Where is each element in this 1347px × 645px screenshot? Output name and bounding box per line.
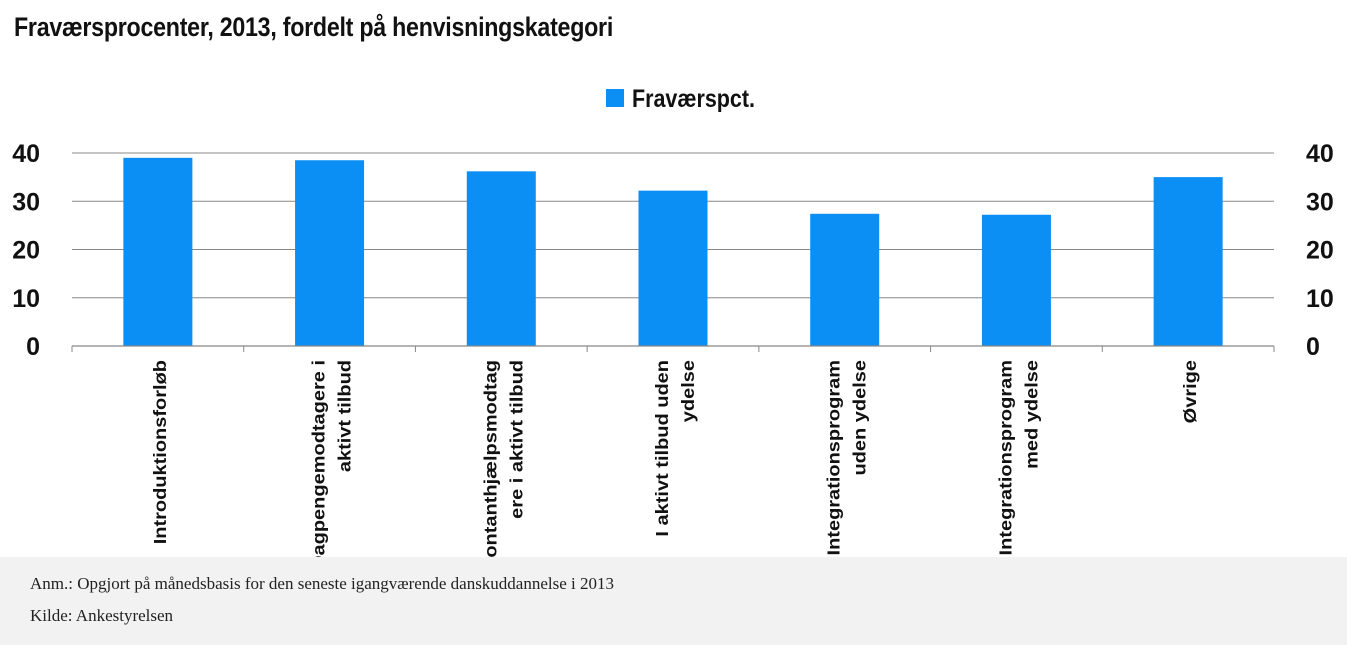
x-tick-label: med ydelse (1022, 360, 1041, 469)
x-tick-label: I aktivt tilbud uden (652, 360, 671, 537)
footnote-box: Anm.: Opgjort på månedsbasis for den sen… (0, 557, 1347, 645)
footnote-source: Kilde: Ankestyrelsen (30, 606, 174, 625)
y-tick-label-right: 0 (1306, 333, 1320, 361)
x-tick-label: Integrationsprogram (824, 360, 843, 555)
x-tick-label: Øvrige (1180, 360, 1199, 423)
y-tick-label-left: 20 (12, 237, 40, 265)
bar (295, 160, 365, 346)
y-tick-label-right: 40 (1306, 140, 1334, 168)
x-tick-label: ydelse (678, 360, 697, 422)
bar (638, 190, 708, 346)
axes (71, 345, 1275, 352)
x-tick-label: Introduktionsforløb (150, 360, 169, 544)
y-tick-label-right: 30 (1306, 188, 1334, 216)
x-tick-label: aktivt tilbud (335, 360, 354, 472)
x-tick-label: uden ydelse (850, 360, 869, 476)
y-tick-label-right: 20 (1306, 237, 1334, 265)
x-tick-labels: Introduktionsforløb Dagpengemodtagere i ak… (150, 360, 1200, 557)
bar (1153, 177, 1223, 346)
legend-label: Fraværspct. (632, 84, 755, 112)
footnote-anm: Anm.: Opgjort på månedsbasis for den sen… (30, 574, 615, 593)
bar (981, 214, 1051, 346)
x-tick-label: ere i aktivt tilbud (507, 360, 526, 519)
y-tick-label-left: 10 (12, 285, 40, 313)
y-tick-label-right: 10 (1306, 285, 1334, 313)
bar (123, 157, 193, 346)
bar (466, 171, 536, 346)
chart-title: Fraværsprocenter, 2013, fordelt på henvi… (14, 12, 614, 42)
y-tick-labels: 0 0 10 10 20 20 30 30 40 40 (12, 140, 1334, 361)
bar (810, 213, 880, 346)
x-tick-label: Dagpengemodtagere i (309, 360, 328, 557)
legend-swatch (606, 89, 624, 107)
legend: Fraværspct. (606, 84, 755, 112)
y-tick-label-left: 0 (26, 333, 40, 361)
x-tick-label: Kontanthjælpsmodtag (481, 360, 500, 557)
bar-chart: Fraværspct. 0 0 10 10 20 20 30 30 40 40 Introdukt… (12, 84, 1334, 557)
y-tick-label-left: 40 (12, 140, 40, 168)
bars (123, 157, 1223, 346)
y-tick-label-left: 30 (12, 188, 40, 216)
x-tick-label: Integrationsprogram (996, 360, 1015, 555)
